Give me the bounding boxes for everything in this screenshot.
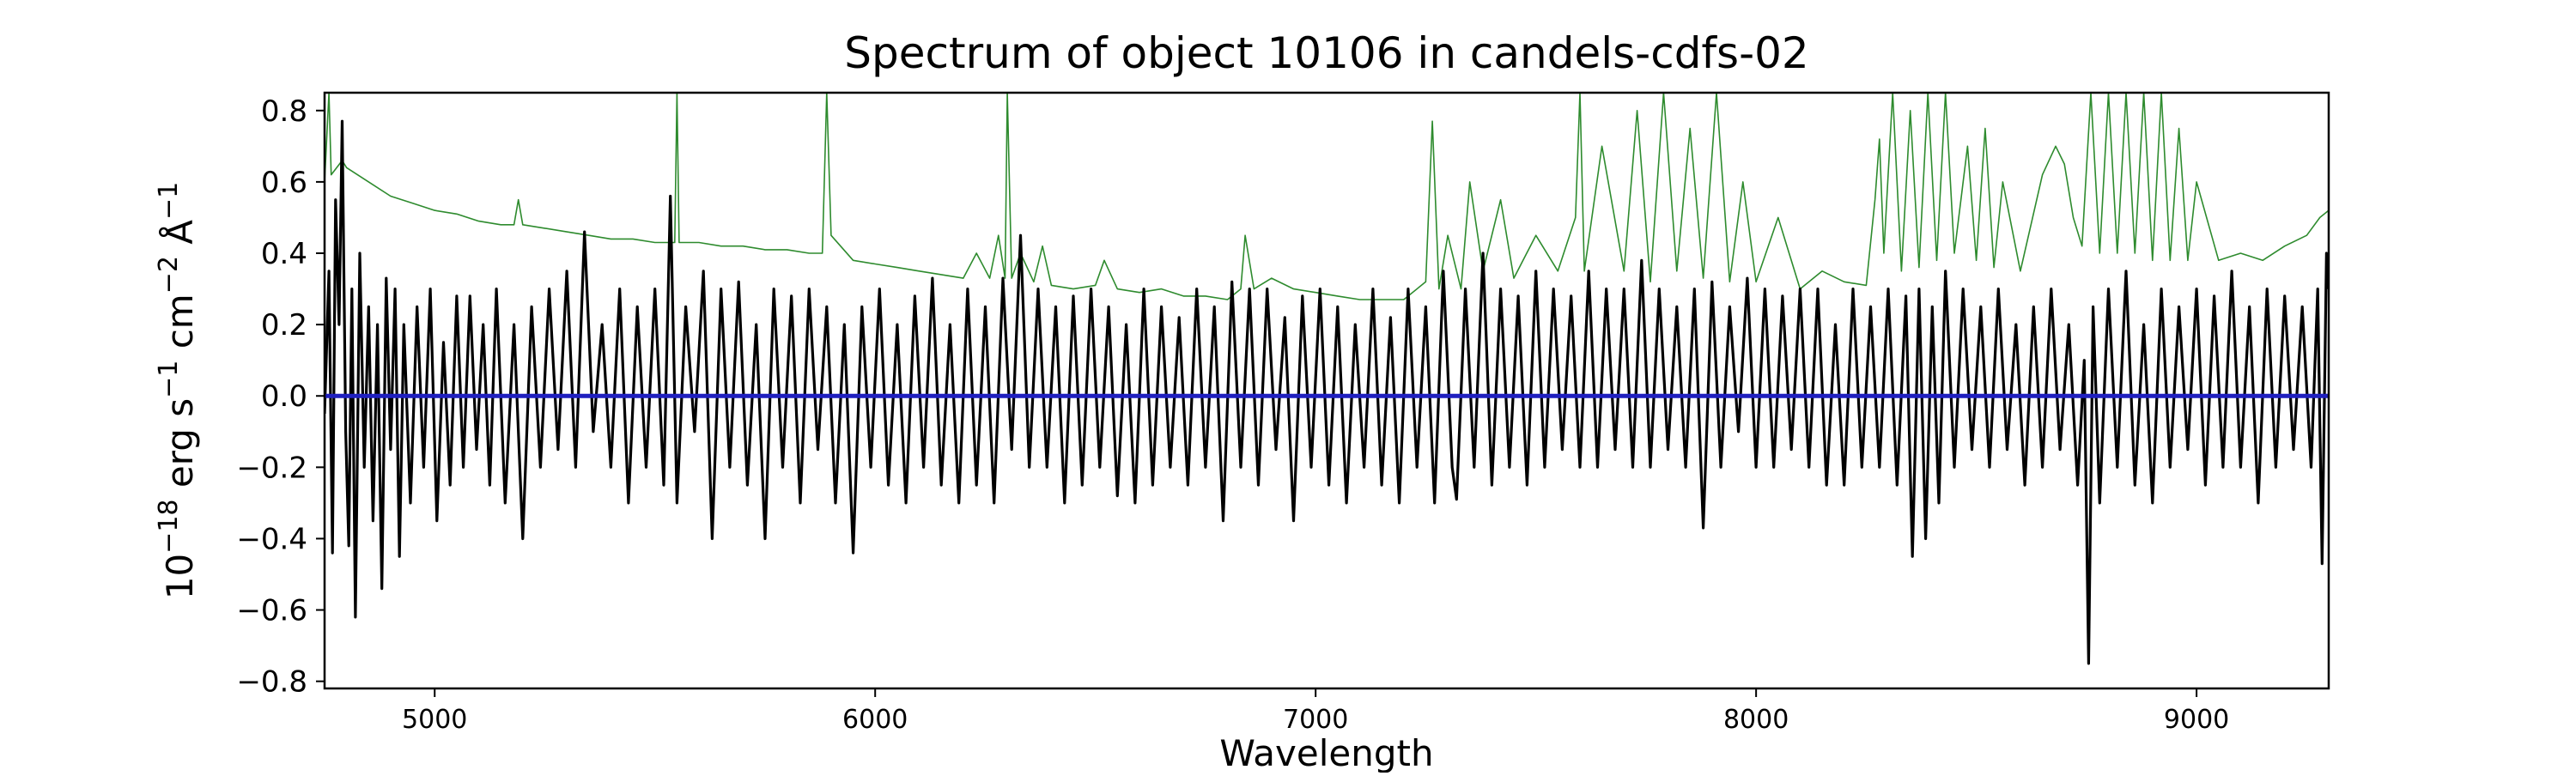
x-tick-label: 5000 <box>402 705 467 735</box>
y-tick-label: −0.2 <box>236 451 307 485</box>
flux-series-line <box>325 119 2329 665</box>
y-tick-label: −0.4 <box>236 522 307 556</box>
x-tick-label: 9000 <box>2164 705 2229 735</box>
chart-title: Spectrum of object 10106 in candels-cdfs… <box>844 28 1809 78</box>
y-tick-label: 0.2 <box>261 308 307 343</box>
series-layer <box>325 93 2329 665</box>
y-tick-label: 0.8 <box>261 94 307 129</box>
x-axis-label: Wavelength <box>1219 732 1433 773</box>
x-tick-label: 8000 <box>1723 705 1789 735</box>
error-series-line <box>325 93 2329 300</box>
y-tick-label: 0.6 <box>261 166 307 200</box>
y-axis-label: 10−18 erg s−1 cm−2 Å−1 <box>154 182 201 600</box>
y-tick-label: 0.4 <box>261 237 307 271</box>
y-tick-label: −0.6 <box>236 594 307 628</box>
y-axis-ticks: −0.8 −0.6 −0.4 −0.2 0.0 0.2 0.4 0.6 0.8 <box>236 94 325 700</box>
plot-frame <box>323 91 2330 690</box>
x-axis-ticks: 5000 6000 7000 8000 9000 <box>402 688 2229 735</box>
y-tick-label: −0.8 <box>236 665 307 700</box>
x-tick-label: 7000 <box>1283 705 1348 735</box>
y-tick-label: 0.0 <box>261 379 307 414</box>
x-tick-label: 6000 <box>842 705 908 735</box>
